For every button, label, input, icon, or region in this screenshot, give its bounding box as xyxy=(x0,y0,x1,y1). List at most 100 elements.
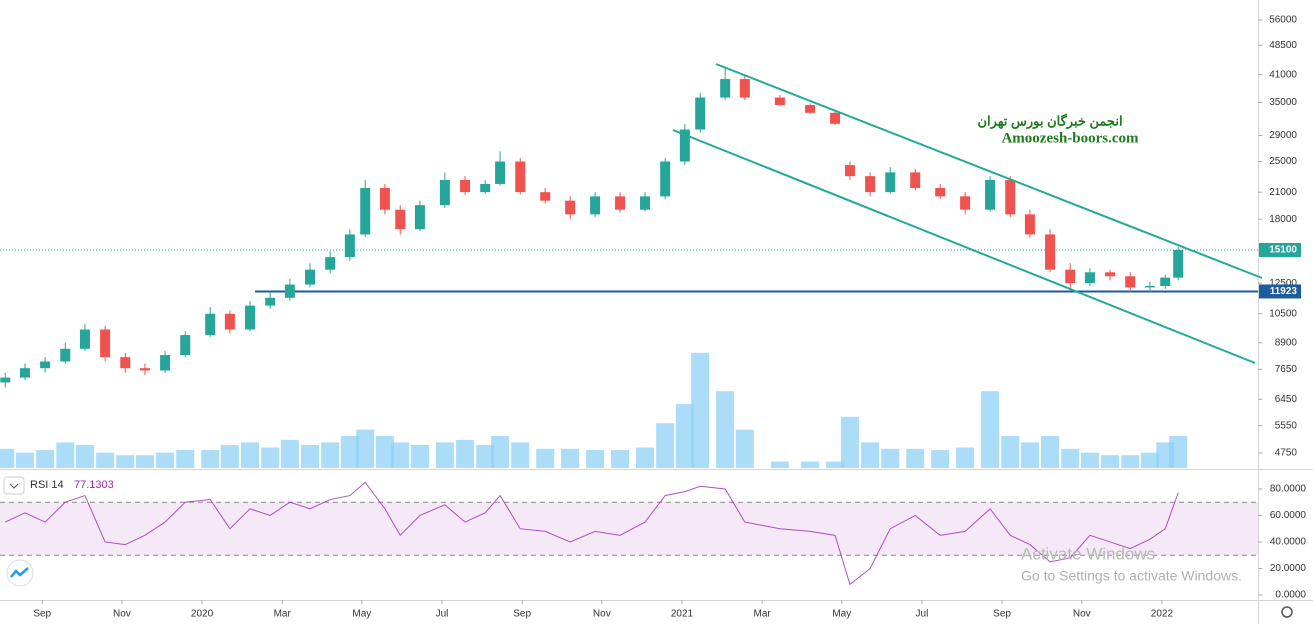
candle-body xyxy=(480,183,491,193)
last-price-tag xyxy=(1259,243,1301,258)
volume-bar xyxy=(116,455,135,468)
candle-body xyxy=(1005,180,1016,215)
rsi-tick-label: 40.0000 xyxy=(1270,537,1307,548)
candle-body xyxy=(1173,250,1184,278)
candle-body xyxy=(695,97,706,130)
y-tick-label: 41000 xyxy=(1269,69,1297,80)
x-tick-label: 2020 xyxy=(191,609,214,620)
y-tick-label: 4750 xyxy=(1275,448,1298,459)
candle-body xyxy=(720,79,731,98)
volume-bar xyxy=(611,450,630,468)
volume-bar xyxy=(735,429,754,468)
volume-bar xyxy=(375,436,394,468)
x-tick-label: Nov xyxy=(1073,609,1091,620)
candle-body xyxy=(139,368,150,371)
collapse-icon xyxy=(9,483,19,489)
volume-bar xyxy=(435,442,454,468)
candle-body xyxy=(245,305,256,330)
volume-bar xyxy=(75,444,94,468)
rsi-label: RSI 14 xyxy=(30,479,64,491)
volume-bar xyxy=(356,429,375,468)
y-tick-label: 21000 xyxy=(1269,187,1297,198)
volume-bar xyxy=(156,452,175,468)
y-tick-label: 7650 xyxy=(1275,364,1298,375)
candle-body xyxy=(284,284,295,298)
rsi-tick-label: 0.0000 xyxy=(1275,590,1306,601)
candle-body xyxy=(120,357,131,369)
y-tick-label: 5550 xyxy=(1275,420,1298,431)
volume-bar xyxy=(96,452,115,468)
y-tick-label: 29000 xyxy=(1269,130,1297,141)
candle-body xyxy=(1160,277,1171,286)
candle-body xyxy=(265,297,276,306)
volume-bar xyxy=(1169,436,1188,468)
candle-body xyxy=(1045,234,1056,270)
candle-body xyxy=(205,313,216,336)
activate-text: Go to Settings to activate Windows. xyxy=(1021,568,1242,584)
rsi-line xyxy=(5,481,1179,586)
volume-bar xyxy=(1061,448,1080,468)
volume-bar xyxy=(321,442,340,468)
volume-bar xyxy=(176,450,195,468)
volume-bar xyxy=(840,416,859,468)
volume-bar xyxy=(220,444,239,468)
x-tick-label: Nov xyxy=(113,609,131,620)
volume-bar xyxy=(561,448,580,468)
x-tick-label: May xyxy=(832,609,851,620)
candle-body xyxy=(100,329,111,358)
volume-bar xyxy=(801,461,820,468)
rsi-tick-label: 60.0000 xyxy=(1270,510,1307,521)
y-tick-label: 10500 xyxy=(1269,308,1297,319)
candle-body xyxy=(615,196,626,210)
volume-bar xyxy=(1001,436,1020,468)
volume-bar xyxy=(201,450,220,468)
candle-body xyxy=(1125,276,1136,288)
candle-body xyxy=(325,257,336,270)
volume-bar xyxy=(861,442,880,468)
volume-bar xyxy=(340,436,359,468)
volume-bar xyxy=(826,461,845,468)
volume-bar xyxy=(981,391,1000,468)
candle-body xyxy=(679,129,690,162)
candle-body xyxy=(1105,272,1116,277)
candle-body xyxy=(515,161,526,193)
logo-badge[interactable] xyxy=(6,559,34,587)
candle-body xyxy=(540,192,551,201)
y-tick-label: 48500 xyxy=(1269,40,1297,51)
candle-body xyxy=(360,187,371,235)
candle-body xyxy=(590,196,601,215)
candle-body xyxy=(224,313,235,330)
x-tick-label: Sep xyxy=(993,609,1011,620)
volume-bar xyxy=(716,391,735,468)
x-tick-label: Jul xyxy=(916,609,929,620)
candle-body xyxy=(805,105,816,113)
volume-bar xyxy=(241,442,260,468)
candle-body xyxy=(60,348,71,362)
candle-body xyxy=(344,234,355,258)
volume-bar xyxy=(476,444,495,468)
y-tick-label: 12500 xyxy=(1269,278,1297,289)
watermark-fa: انجمن خبرگان بورس تهران xyxy=(977,112,1122,129)
candle-body xyxy=(865,176,876,193)
candle-body xyxy=(379,187,390,210)
volume-bar xyxy=(511,442,530,468)
x-tick-label: 2021 xyxy=(671,609,694,620)
volume-bar xyxy=(536,448,555,468)
volume-bar xyxy=(391,442,410,468)
volume-bar xyxy=(456,439,475,468)
x-tick-label: Mar xyxy=(274,609,292,620)
candle-body xyxy=(414,205,425,230)
candle-body xyxy=(0,377,11,383)
settings-icon[interactable] xyxy=(1281,606,1293,618)
candle-body xyxy=(1084,272,1095,284)
volume-bar xyxy=(770,461,789,468)
collapse-button[interactable] xyxy=(3,476,25,495)
y-tick-label: 25000 xyxy=(1269,156,1297,167)
volume-bar xyxy=(881,448,900,468)
x-tick-label: Mar xyxy=(754,609,772,620)
volume-bar xyxy=(135,455,154,468)
candle-body xyxy=(844,165,855,177)
candle-body xyxy=(640,196,651,210)
volume-bar xyxy=(280,439,299,468)
